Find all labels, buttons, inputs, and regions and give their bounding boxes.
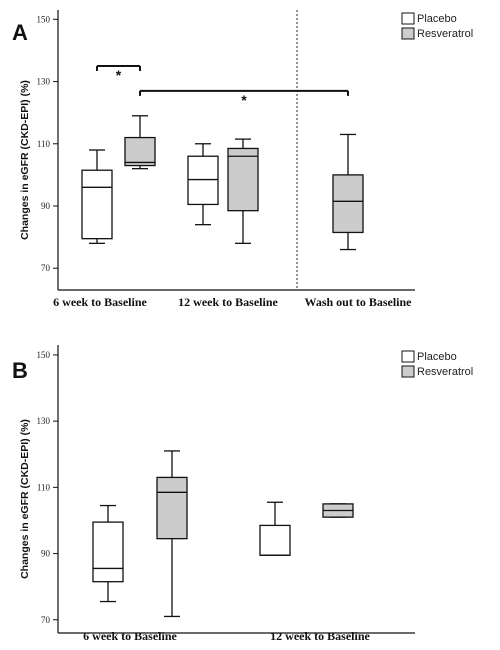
box-resveratrol bbox=[124, 115, 156, 170]
legend-swatch bbox=[401, 27, 415, 40]
panel-letter: B bbox=[12, 358, 28, 383]
box-iqr bbox=[259, 524, 291, 556]
panel-letter: A bbox=[12, 20, 28, 45]
legend-swatch bbox=[401, 365, 415, 378]
legend-entry: Placebo bbox=[417, 351, 457, 363]
y-tick-label: 110 bbox=[37, 482, 51, 492]
significance-bracket: * bbox=[96, 65, 141, 83]
box-resveratrol bbox=[322, 503, 354, 518]
panel-b: B 70 90 110 130 150 Changes in eGFR (CKD-EPI) … bbox=[12, 345, 473, 643]
box-resveratrol bbox=[156, 450, 188, 618]
box-iqr bbox=[81, 169, 113, 240]
box-iqr bbox=[187, 155, 219, 206]
y-tick-label: 130 bbox=[37, 77, 51, 87]
box-placebo bbox=[187, 143, 219, 226]
box-iqr bbox=[156, 476, 188, 540]
significance-star: * bbox=[241, 92, 247, 108]
x-category-label: Wash out to Baseline bbox=[304, 295, 412, 309]
y-tick-label: 70 bbox=[41, 263, 51, 273]
x-category-label: 6 week to Baseline bbox=[83, 629, 177, 643]
y-tick-label: 130 bbox=[37, 416, 51, 426]
legend-swatch bbox=[401, 12, 415, 25]
box-resveratrol bbox=[227, 138, 259, 244]
y-axis-label: Changes in eGFR (CKD-EPI) (%) bbox=[19, 80, 31, 240]
significance-star: * bbox=[116, 67, 122, 83]
box-placebo bbox=[92, 504, 124, 603]
legend-entry: Resveratrol bbox=[417, 366, 473, 378]
panel-a: A 70 90 110 130 150 Changes in eGFR (CKD-EPI) … bbox=[12, 10, 473, 309]
box-iqr bbox=[227, 147, 259, 212]
significance-bracket: * bbox=[139, 89, 349, 108]
legend-swatch bbox=[401, 350, 415, 363]
x-category-label: 12 week to Baseline bbox=[270, 629, 370, 643]
box-iqr bbox=[124, 136, 156, 167]
y-tick-label: 150 bbox=[37, 14, 51, 24]
y-tick-label: 90 bbox=[41, 201, 51, 211]
box-placebo bbox=[81, 149, 113, 244]
legend: Placebo Resveratrol bbox=[401, 350, 473, 378]
y-tick-label: 90 bbox=[41, 549, 51, 559]
x-category-label: 6 week to Baseline bbox=[53, 295, 147, 309]
y-axis-label: Changes in eGFR (CKD-EPI) (%) bbox=[19, 419, 31, 579]
y-tick-label: 70 bbox=[41, 615, 51, 625]
x-category-label: 12 week to Baseline bbox=[178, 295, 278, 309]
box-resveratrol bbox=[332, 133, 364, 251]
y-tick-label: 110 bbox=[37, 139, 51, 149]
y-tick-label: 150 bbox=[37, 350, 51, 360]
box-iqr bbox=[332, 174, 364, 234]
box-iqr bbox=[92, 521, 124, 583]
box-placebo bbox=[259, 501, 291, 556]
legend-entry: Resveratrol bbox=[417, 28, 473, 40]
legend-entry: Placebo bbox=[417, 13, 457, 25]
legend: Placebo Resveratrol bbox=[401, 12, 473, 40]
